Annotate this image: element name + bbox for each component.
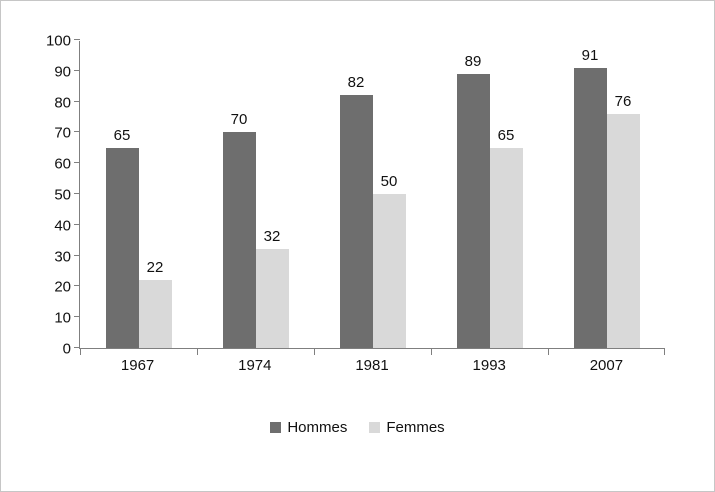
bar-femmes-1967: 22 bbox=[138, 259, 172, 348]
bar-group-1967: 65 22 bbox=[80, 41, 197, 348]
bar-value-label: 82 bbox=[347, 74, 365, 91]
y-tick-mark bbox=[74, 39, 80, 40]
bar-hommes-1967: 65 bbox=[105, 127, 139, 348]
bar-femmes-1993: 65 bbox=[489, 127, 523, 348]
x-category-label-1967: 1967 bbox=[120, 357, 155, 374]
bar-value-label: 65 bbox=[497, 127, 515, 144]
bar-hommes-1981: 82 bbox=[339, 74, 373, 348]
bar-value-label: 22 bbox=[146, 259, 164, 276]
legend: Hommes Femmes bbox=[1, 419, 714, 436]
x-category-label-1981: 1981 bbox=[355, 357, 389, 374]
bar-value-label: 32 bbox=[263, 228, 281, 245]
y-tick-mark bbox=[74, 316, 80, 318]
x-tick-mark bbox=[548, 349, 549, 355]
legend-item-femmes: Femmes bbox=[369, 419, 445, 436]
y-tick-mark bbox=[74, 285, 80, 287]
bar-hommes-2007: 91 bbox=[573, 47, 607, 348]
y-tick-label: 30 bbox=[54, 248, 71, 266]
y-tick-mark bbox=[74, 131, 80, 133]
x-tick-mark bbox=[664, 349, 665, 355]
y-axis: 0 10 20 30 40 50 60 70 80 90 100 bbox=[29, 33, 71, 358]
x-category-label-1974: 1974 bbox=[238, 357, 272, 374]
legend-swatch-icon bbox=[270, 422, 282, 433]
y-tick-label: 10 bbox=[54, 309, 71, 327]
y-tick-label: 60 bbox=[54, 155, 71, 173]
bar-value-label: 91 bbox=[581, 47, 599, 64]
y-tick-label: 40 bbox=[54, 217, 71, 235]
bar-value-label: 50 bbox=[380, 173, 398, 190]
y-tick-mark bbox=[74, 193, 80, 194]
bar-hommes-1993: 89 bbox=[456, 53, 490, 348]
y-tick-mark bbox=[74, 100, 80, 102]
x-tick-mark bbox=[197, 349, 198, 355]
y-tick-label: 70 bbox=[54, 124, 71, 142]
x-axis-labels: 1967 1974 1981 1993 2007 bbox=[79, 357, 665, 374]
bar-value-label: 70 bbox=[230, 111, 248, 128]
bar-femmes-1981: 50 bbox=[372, 173, 406, 348]
bar-group-1993: 89 65 bbox=[431, 41, 548, 348]
bar-femmes-1974: 32 bbox=[255, 228, 289, 348]
y-tick-label: 20 bbox=[54, 278, 71, 296]
bar-value-label: 89 bbox=[464, 53, 482, 70]
x-tick-mark bbox=[314, 349, 315, 355]
bar-group-2007: 91 76 bbox=[548, 41, 665, 348]
legend-label: Femmes bbox=[386, 419, 445, 436]
x-tick-mark bbox=[431, 349, 432, 355]
x-category-label-1993: 1993 bbox=[472, 357, 506, 374]
y-tick-mark bbox=[74, 162, 80, 164]
y-tick-mark bbox=[74, 69, 80, 71]
bar-value-label: 76 bbox=[614, 93, 632, 110]
y-tick-mark bbox=[74, 223, 80, 225]
bar-group-1981: 82 50 bbox=[314, 41, 431, 348]
y-tick-label: 80 bbox=[54, 94, 71, 112]
y-tick-label: 50 bbox=[54, 186, 71, 204]
y-tick-label: 0 bbox=[62, 340, 71, 358]
y-tick-mark bbox=[74, 347, 80, 348]
legend-swatch-icon bbox=[369, 422, 381, 433]
x-tick-mark bbox=[80, 349, 81, 355]
bar-value-label: 65 bbox=[113, 127, 131, 144]
y-tick-label: 90 bbox=[54, 63, 71, 81]
y-tick-mark bbox=[74, 254, 80, 256]
y-tick-label: 100 bbox=[45, 32, 71, 50]
bar-hommes-1974: 70 bbox=[222, 111, 256, 348]
legend-label: Hommes bbox=[287, 419, 348, 436]
bar-group-1974: 70 32 bbox=[197, 41, 314, 348]
bar-femmes-2007: 76 bbox=[606, 93, 640, 348]
x-category-label-2007: 2007 bbox=[589, 357, 624, 374]
legend-item-hommes: Hommes bbox=[270, 419, 347, 436]
plot-area: 65 22 70 32 82 50 89 65 91 76 bbox=[74, 39, 665, 355]
